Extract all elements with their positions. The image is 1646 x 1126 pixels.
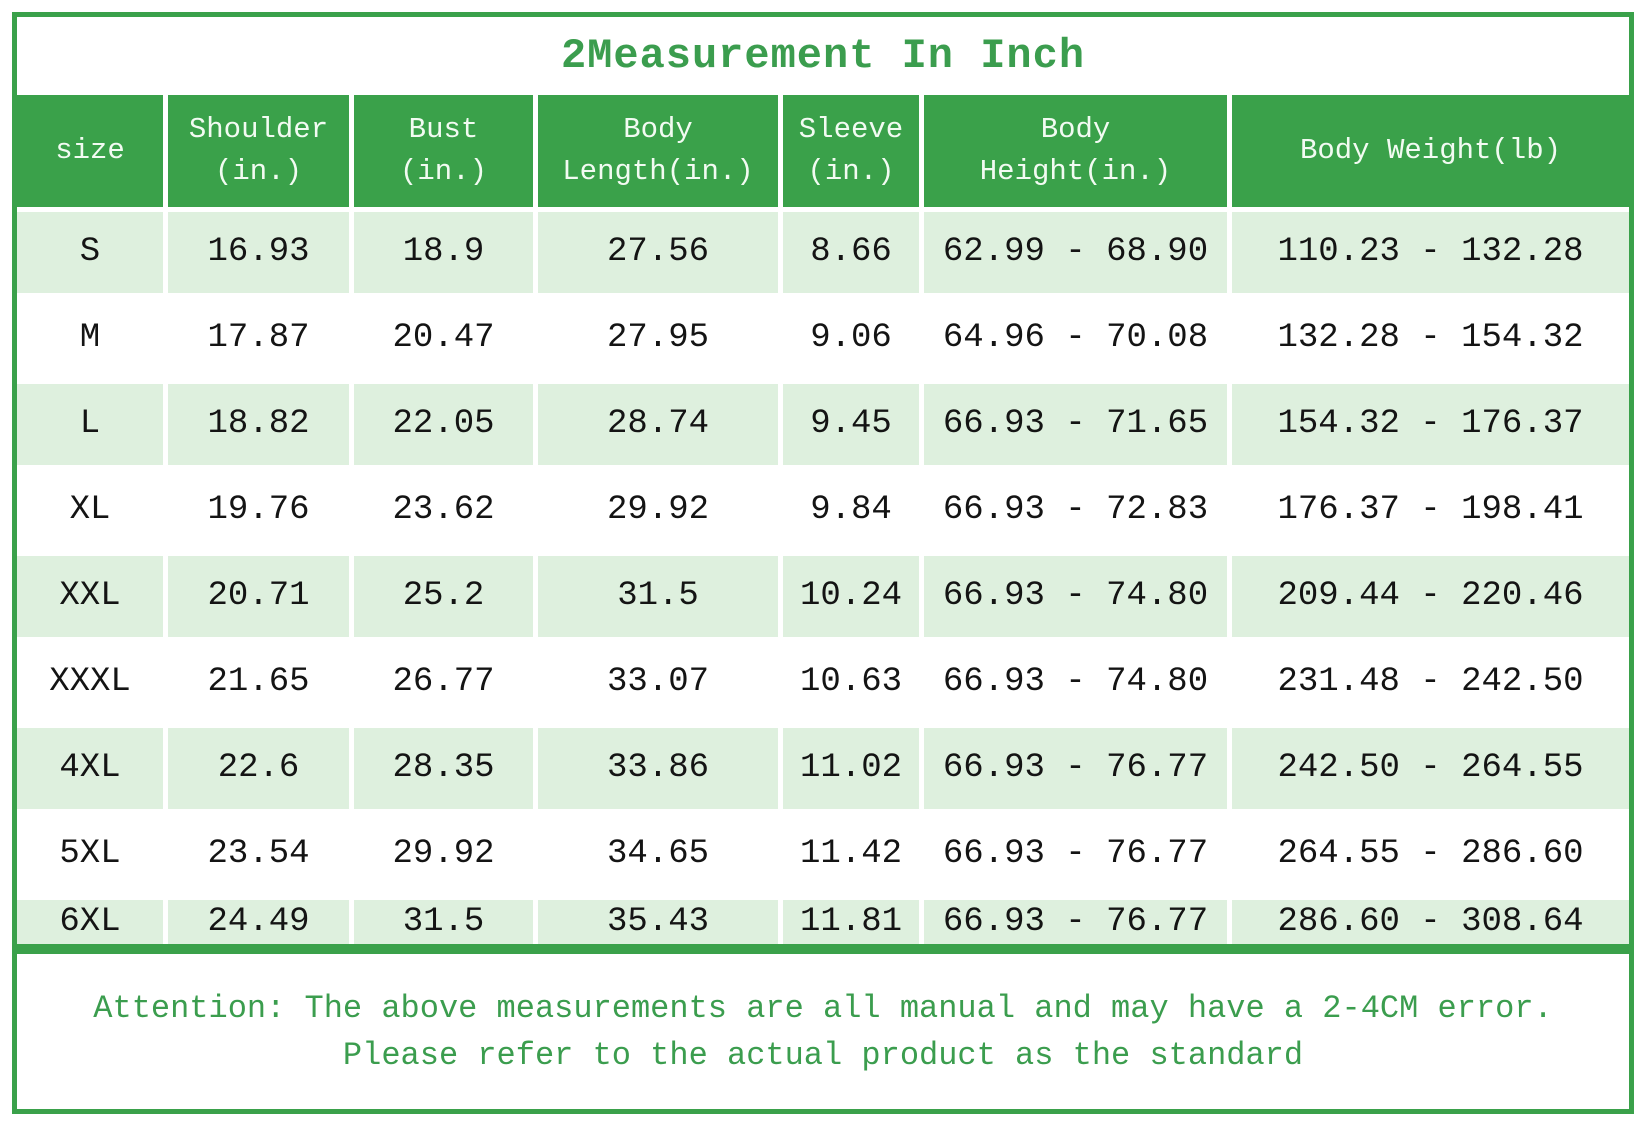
table-cell: 27.56 — [538, 212, 778, 293]
row-size-label: XL — [17, 470, 163, 551]
table-cell: 25.2 — [354, 556, 533, 637]
table-cell: 66.93 - 76.77 — [924, 728, 1227, 809]
table-cell: 264.55 - 286.60 — [1232, 814, 1629, 895]
table-cell: 11.42 — [783, 814, 919, 895]
table-cell: 11.81 — [783, 900, 919, 944]
table-cell: 31.5 — [538, 556, 778, 637]
row-size-label: S — [17, 212, 163, 293]
header-cell: Sleeve (in.) — [783, 95, 919, 207]
row-size-label: XXXL — [17, 642, 163, 723]
table-cell: 22.05 — [354, 384, 533, 465]
row-size-label: 4XL — [17, 728, 163, 809]
table-cell: 27.95 — [538, 298, 778, 379]
table-cell: 31.5 — [354, 900, 533, 944]
attention-note-line-2: Please refer to the actual product as th… — [342, 1036, 1304, 1074]
row-size-label: 6XL — [17, 900, 163, 944]
table-frame: 2Measurement In Inch size Shoulder (in.) B… — [12, 12, 1634, 1114]
table-cell: 20.71 — [168, 556, 349, 637]
table-cell: 10.63 — [783, 642, 919, 723]
table-cell: 9.45 — [783, 384, 919, 465]
table-cell: 26.77 — [354, 642, 533, 723]
table-cell: 66.93 - 71.65 — [924, 384, 1227, 465]
attention-note-line-1: Attention: The above measurements are al… — [93, 989, 1553, 1027]
title-band: 2Measurement In Inch — [17, 17, 1629, 95]
table-cell: 20.47 — [354, 298, 533, 379]
table-cell: 154.32 - 176.37 — [1232, 384, 1629, 465]
table-cell: 66.93 - 76.77 — [924, 814, 1227, 895]
table-cell: 28.35 — [354, 728, 533, 809]
table-cell: 18.82 — [168, 384, 349, 465]
size-table: size Shoulder (in.) Bust (in.) Body Length(… — [17, 95, 1629, 944]
table-cell: 64.96 - 70.08 — [924, 298, 1227, 379]
table-cell: 21.65 — [168, 642, 349, 723]
table-cell: 176.37 - 198.41 — [1232, 470, 1629, 551]
table-cell: 110.23 - 132.28 — [1232, 212, 1629, 293]
table-cell: 242.50 - 264.55 — [1232, 728, 1629, 809]
row-size-label: XXL — [17, 556, 163, 637]
header-cell: Shoulder (in.) — [168, 95, 349, 207]
header-cell: Body Height(in.) — [924, 95, 1227, 207]
header-cell: Body Length(in.) — [538, 95, 778, 207]
header-cell: Body Weight(lb) — [1232, 95, 1629, 207]
table-cell: 19.76 — [168, 470, 349, 551]
table-cell: 132.28 - 154.32 — [1232, 298, 1629, 379]
table-cell: 66.93 - 74.80 — [924, 556, 1227, 637]
table-cell: 209.44 - 220.46 — [1232, 556, 1629, 637]
table-cell: 24.49 — [168, 900, 349, 944]
table-cell: 28.74 — [538, 384, 778, 465]
table-cell: 34.65 — [538, 814, 778, 895]
row-size-label: M — [17, 298, 163, 379]
table-cell: 286.60 - 308.64 — [1232, 900, 1629, 944]
header-cell: Bust (in.) — [354, 95, 533, 207]
table-cell: 16.93 — [168, 212, 349, 293]
table-cell: 66.93 - 76.77 — [924, 900, 1227, 944]
table-cell: 22.6 — [168, 728, 349, 809]
table-cell: 9.06 — [783, 298, 919, 379]
table-cell: 17.87 — [168, 298, 349, 379]
row-size-label: 5XL — [17, 814, 163, 895]
table-cell: 33.86 — [538, 728, 778, 809]
header-cell: size — [17, 95, 163, 207]
table-cell: 18.9 — [354, 212, 533, 293]
table-cell: 23.54 — [168, 814, 349, 895]
page-title: 2Measurement In Inch — [560, 32, 1086, 80]
row-size-label: L — [17, 384, 163, 465]
table-cell: 231.48 - 242.50 — [1232, 642, 1629, 723]
table-cell: 66.93 - 74.80 — [924, 642, 1227, 723]
table-cell: 9.84 — [783, 470, 919, 551]
table-cell: 66.93 - 72.83 — [924, 470, 1227, 551]
table-cell: 29.92 — [354, 814, 533, 895]
table-cell: 29.92 — [538, 470, 778, 551]
table-bottom-rule — [17, 944, 1629, 954]
table-cell: 11.02 — [783, 728, 919, 809]
attention-note: Attention: The above measurements are al… — [17, 954, 1629, 1109]
table-cell: 8.66 — [783, 212, 919, 293]
table-cell: 10.24 — [783, 556, 919, 637]
table-cell: 35.43 — [538, 900, 778, 944]
table-cell: 62.99 - 68.90 — [924, 212, 1227, 293]
table-cell: 33.07 — [538, 642, 778, 723]
table-cell: 23.62 — [354, 470, 533, 551]
